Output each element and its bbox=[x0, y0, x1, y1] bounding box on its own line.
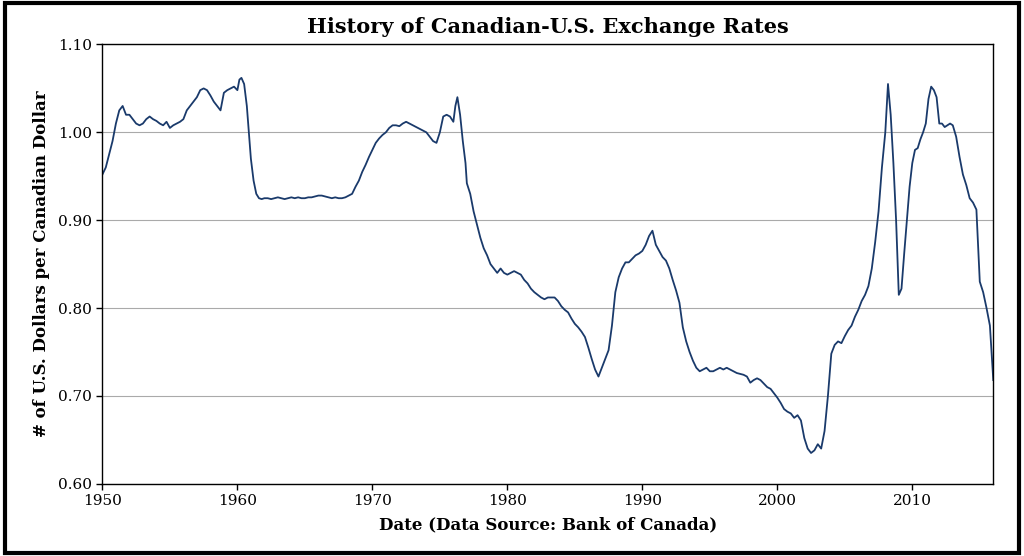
X-axis label: Date (Data Source: Bank of Canada): Date (Data Source: Bank of Canada) bbox=[379, 517, 717, 533]
Title: History of Canadian-U.S. Exchange Rates: History of Canadian-U.S. Exchange Rates bbox=[307, 17, 788, 37]
Y-axis label: # of U.S. Dollars per Canadian Dollar: # of U.S. Dollars per Canadian Dollar bbox=[33, 91, 49, 438]
